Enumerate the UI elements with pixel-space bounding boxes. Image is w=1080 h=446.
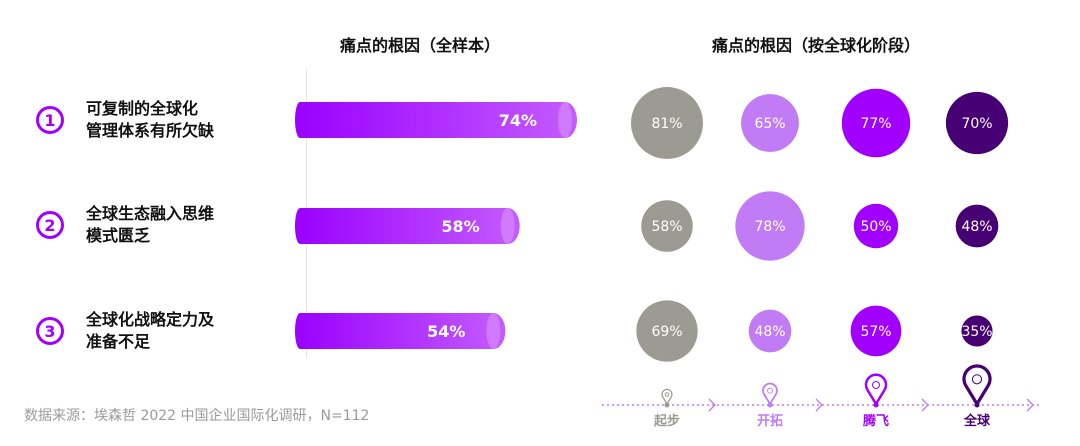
location-pin-icon: [962, 364, 992, 408]
location-pin-dot: [664, 392, 670, 397]
bar-cap-3: [486, 313, 501, 349]
stage-label-4: 全球: [963, 413, 991, 429]
cause-label-3-line1: 全球化战略定力及: [86, 310, 215, 329]
stage-marker-4: 全球: [962, 364, 992, 429]
bar-value-label-3: 54%: [427, 322, 465, 341]
location-pin-icon: [661, 388, 673, 406]
bubble-chart-title: 痛点的根因（按全球化阶段）: [712, 36, 921, 55]
cause-label-3-line2: 准备不足: [86, 332, 151, 351]
stage-timeline: 起步 开拓 腾飞 全球: [602, 364, 1040, 429]
bubble-circle-3-3: [850, 305, 902, 357]
cause-label-2-line1: 全球生态融入思维: [86, 204, 215, 223]
bar-cap-1: [558, 102, 572, 138]
cause-label-1-line1: 可复制的全球化: [86, 99, 199, 118]
bar-value-label-2: 58%: [441, 217, 479, 236]
bubble-label-3-2: 50%: [860, 219, 891, 235]
number-badge-3: 3: [36, 317, 64, 345]
bubble-label-4-2: 48%: [961, 219, 992, 235]
timeline-arrow-3: [921, 398, 929, 412]
bubble-label-2-1: 65%: [754, 116, 785, 132]
bar-layer: 74% 58% 54%: [295, 102, 577, 349]
location-pin-dot: [872, 381, 880, 389]
bubble-腾飞-2: 50%: [853, 203, 899, 249]
bar-chart-title: 痛点的根因（全样本）: [340, 36, 501, 55]
timeline-dot-4: [974, 402, 980, 408]
bubble-label-2-3: 48%: [754, 324, 785, 340]
bubble-label-2-2: 78%: [754, 219, 785, 235]
bar-3: 54%: [295, 313, 506, 349]
bubble-circle-4-2: [955, 204, 999, 248]
bar-body-2: [295, 208, 520, 244]
bubble-circle-1-3: [636, 300, 698, 362]
bubble-起步-1: 81%: [631, 87, 703, 159]
bubble-circle-4-3: [961, 315, 993, 347]
timeline-dot-2: [767, 402, 773, 408]
timeline-dot-1: [664, 402, 670, 408]
stage-label-2: 开拓: [757, 413, 783, 429]
bubble-circle-1-1: [631, 87, 703, 159]
bubble-label-4-1: 70%: [961, 116, 992, 132]
bubble-label-4-3: 35%: [961, 324, 992, 340]
bar-value-label-1: 74%: [499, 111, 537, 130]
bubble-label-1-1: 81%: [651, 116, 682, 132]
bubble-全球-2: 48%: [955, 204, 999, 248]
cause-label-1-line2: 管理体系有所欠缺: [86, 121, 215, 140]
bubble-开拓-2: 78%: [735, 191, 805, 261]
bubble-label-3-3: 57%: [860, 324, 891, 340]
bar-body-3: [295, 313, 506, 349]
bar-2: 58%: [295, 208, 520, 244]
cause-label-2-line2: 模式匮乏: [86, 226, 151, 245]
bubble-circle-1-2: [641, 200, 693, 252]
bubble-label-3-1: 77%: [860, 116, 891, 132]
bubble-circle-3-2: [853, 203, 899, 249]
bubble-circle-4-1: [945, 91, 1009, 155]
timeline-arrow-2: [815, 398, 823, 412]
cause-label-3: 全球化战略定力及 准备不足: [86, 309, 214, 353]
bubble-开拓-1: 65%: [741, 94, 799, 152]
data-source-note: 数据来源：埃森哲 2022 中国企业国际化调研，N=112: [24, 408, 370, 424]
bubble-腾飞-1: 77%: [841, 88, 911, 158]
stage-label-3: 腾飞: [862, 413, 889, 429]
number-badge-1: 1: [36, 106, 64, 134]
bar-1: 74%: [295, 102, 577, 138]
bubble-全球-3: 35%: [961, 315, 993, 347]
bubble-全球-1: 70%: [945, 91, 1009, 155]
location-pin-dot: [767, 387, 773, 394]
bubble-circle-2-2: [735, 191, 805, 261]
location-pin-icon: [864, 373, 888, 407]
bubble-circle-3-1: [841, 88, 911, 158]
timeline-arrow-4: [1026, 398, 1034, 412]
stage-label-1: 起步: [653, 413, 680, 429]
timeline-dot-3: [873, 402, 879, 408]
location-pin-dot: [971, 374, 983, 385]
cause-label-1: 可复制的全球化 管理体系有所欠缺: [86, 98, 214, 142]
cause-label-2: 全球生态融入思维 模式匮乏: [86, 203, 214, 247]
bubble-起步-2: 58%: [641, 200, 693, 252]
cause-row-3: 3 全球化战略定力及 准备不足: [36, 309, 214, 353]
bar-cap-2: [500, 208, 515, 244]
bubble-起步-3: 69%: [636, 300, 698, 362]
bubble-label-1-3: 69%: [651, 324, 682, 340]
bubble-开拓-3: 48%: [748, 309, 792, 353]
cause-row-2: 2 全球生态融入思维 模式匮乏: [36, 203, 214, 247]
bubble-circle-2-3: [748, 309, 792, 353]
number-badge-2: 2: [36, 211, 64, 239]
location-pin-icon: [762, 382, 778, 406]
stage-marker-3: 腾飞: [862, 373, 889, 429]
bubble-label-1-2: 58%: [651, 219, 682, 235]
bubble-circle-2-1: [741, 94, 799, 152]
cause-row-1: 1 可复制的全球化 管理体系有所欠缺: [36, 98, 214, 142]
timeline-arrow-1: [708, 398, 716, 412]
bubble-腾飞-3: 57%: [850, 305, 902, 357]
bar-body-1: [295, 102, 577, 138]
stage-marker-2: 开拓: [757, 382, 783, 429]
stage-marker-1: 起步: [653, 388, 680, 429]
bubble-layer: 81% 58% 69% 65% 78% 48% 77% 50% 57% 70% 48% 35%: [631, 87, 1009, 362]
